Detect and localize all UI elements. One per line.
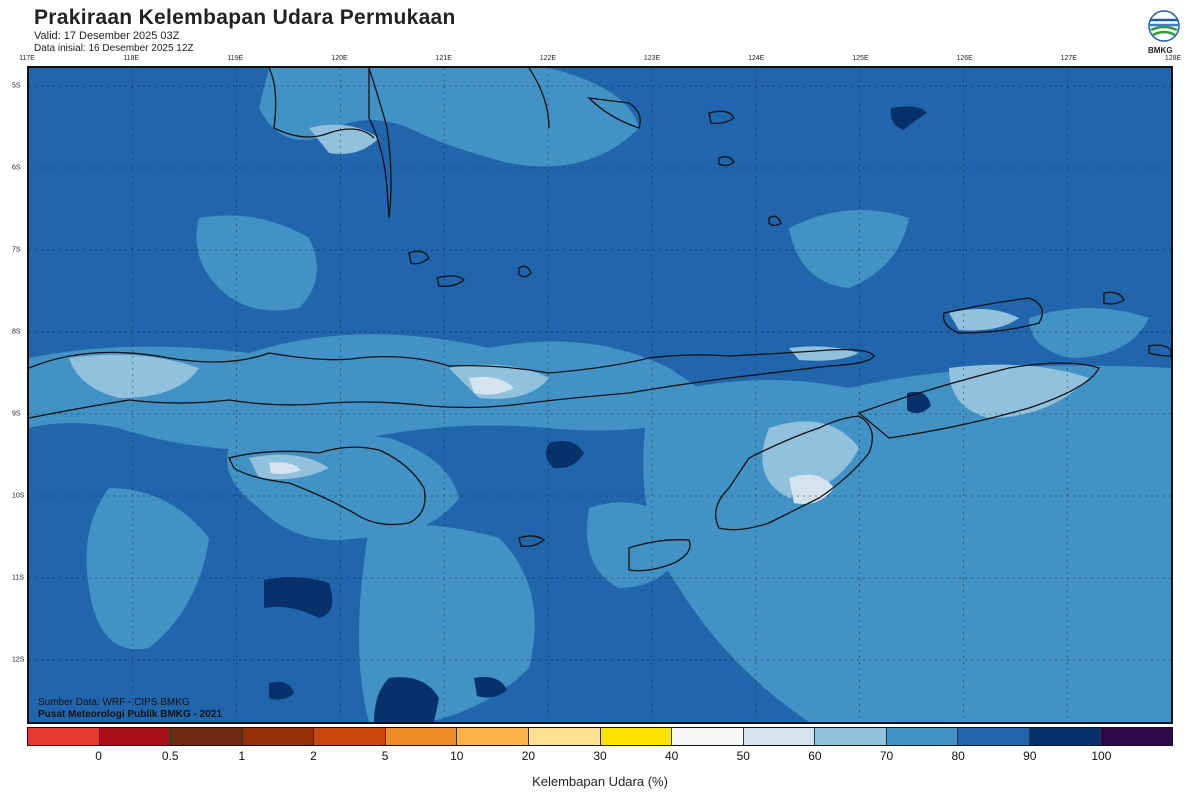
legend-tick-label: 90 [1023, 749, 1037, 763]
latitude-label: 10S [12, 492, 25, 500]
legend-tick-label: 50 [736, 749, 750, 763]
legend-color-cell [600, 728, 673, 745]
legend-tick-label: 2 [310, 749, 317, 763]
legend-color-cell [28, 728, 100, 745]
legend-color-cell [385, 728, 458, 745]
bmkg-logo-icon [1144, 8, 1184, 58]
longitude-label: 128E [1164, 55, 1182, 62]
longitude-label: 123E [643, 55, 661, 62]
legend-tick-label: 70 [879, 749, 894, 763]
latitude-label: 6S [12, 164, 21, 172]
longitude-label: 125E [852, 55, 869, 62]
legend-color-cell [672, 728, 744, 745]
legend-color-cell [99, 728, 172, 745]
init-time: Data inisial: 16 Desember 2025 12Z [34, 43, 194, 54]
longitude-label: 118E [123, 55, 140, 62]
legend-color-cell [958, 728, 1030, 745]
legend-color-cell [528, 728, 601, 745]
legend-color-cell [314, 728, 386, 745]
latitude-label: 9S [12, 410, 21, 418]
longitude-label: 127E [1060, 55, 1077, 62]
longitude-label: 119E [227, 55, 244, 62]
legend-color-cell [242, 728, 315, 745]
latitude-label: 5S [12, 82, 21, 90]
organization: Pusat Meteorologi Publik BMKG - 2021 [38, 709, 222, 720]
logo-text: BMKG [1148, 46, 1173, 55]
latitude-label: 8S [12, 328, 21, 336]
legend-color-cell [457, 728, 529, 745]
legend-color-cell [171, 728, 243, 745]
legend-tick-label: 100 [1091, 749, 1112, 763]
data-source: Sumber Data: WRF - CIPS BMKG [38, 697, 190, 708]
longitude-label: 121E [435, 55, 452, 62]
legend-tick-label: 80 [951, 749, 965, 763]
longitude-label: 126E [956, 55, 973, 62]
longitude-label: 117E [19, 55, 35, 62]
legend-tick-label: 30 [593, 749, 607, 763]
legend-title: Kelembapan Udara (%) [532, 774, 668, 789]
legend-tick-label: 0 [95, 749, 102, 763]
longitude-label: 124E [748, 55, 765, 62]
latitude-label: 12S [12, 656, 25, 664]
valid-time: Valid: 17 Desember 2025 03Z [34, 30, 180, 42]
longitude-label: 122E [539, 55, 557, 62]
legend-tick-label: 10 [450, 749, 464, 763]
legend-color-cell [815, 728, 887, 745]
latitude-label: 7S [12, 246, 21, 254]
color-legend [27, 727, 1173, 746]
legend-color-cell [1029, 728, 1102, 745]
map-title: Prakiraan Kelembapan Udara Permukaan [34, 6, 456, 29]
longitude-label: 120E [331, 55, 348, 62]
latitude-label: 11S [12, 574, 24, 582]
humidity-map [27, 66, 1173, 724]
legend-tick-label: 0.5 [161, 749, 179, 763]
legend-color-cell [743, 728, 816, 745]
legend-tick-label: 60 [808, 749, 822, 763]
legend-tick-label: 1 [238, 749, 246, 763]
legend-tick-label: 5 [381, 749, 389, 763]
legend-color-cell [886, 728, 959, 745]
legend-tick-label: 40 [664, 749, 679, 763]
legend-tick-label: 20 [521, 749, 536, 763]
legend-color-cell [1101, 728, 1172, 745]
